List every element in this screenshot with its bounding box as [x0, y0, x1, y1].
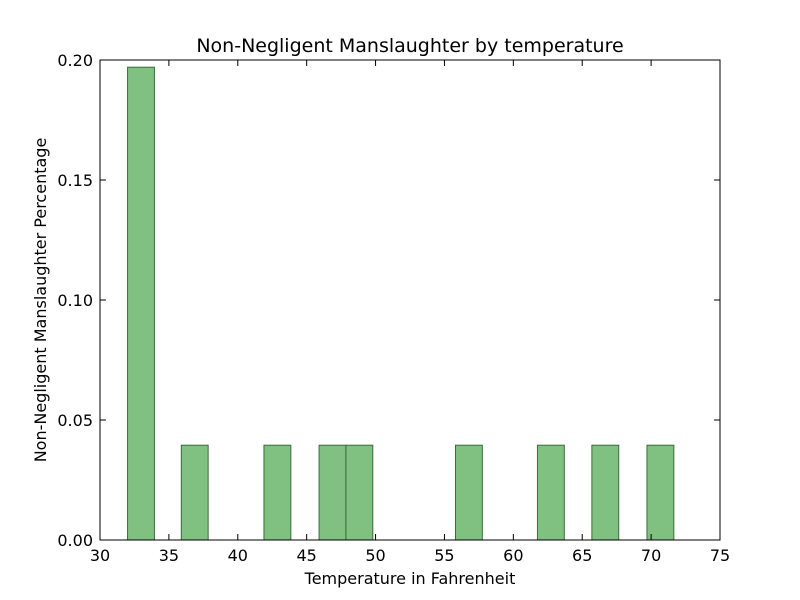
y-tick-label: 0.10	[57, 291, 93, 310]
bars-group	[127, 66, 675, 541]
y-tick-label: 0.20	[57, 51, 93, 70]
y-tick-label: 0.15	[57, 171, 93, 190]
x-tick-label: 35	[159, 546, 179, 565]
histogram-bar	[454, 444, 483, 541]
histogram-bar	[345, 444, 374, 541]
y-tick-label: 0.05	[57, 411, 93, 430]
chart-title: Non-Negligent Manslaughter by temperatur…	[196, 35, 623, 57]
histogram-bar	[591, 444, 620, 541]
x-tick-label: 30	[90, 546, 110, 565]
x-tick-label: 75	[710, 546, 730, 565]
x-tick-label: 70	[641, 546, 661, 565]
x-tick-label: 55	[434, 546, 454, 565]
x-tick-label: 50	[365, 546, 385, 565]
x-tick-label: 40	[228, 546, 248, 565]
ticks-group: 30 35 40 45 50 55 60 65 70 75 0.00 0.05 0.10 0.15 0.20	[57, 51, 730, 565]
histogram-bar	[646, 444, 675, 541]
histogram-bar	[263, 444, 292, 541]
x-tick-label: 65	[572, 546, 592, 565]
histogram-bar	[318, 444, 347, 541]
x-tick-label: 60	[503, 546, 523, 565]
y-axis-label: Non-Negligent Manslaughter Percentage	[31, 138, 50, 463]
histogram-bar	[180, 444, 209, 541]
x-tick-label: 45	[296, 546, 316, 565]
histogram-bar	[536, 444, 565, 541]
histogram-bar	[127, 66, 155, 541]
x-axis-label: Temperature in Fahrenheit	[304, 569, 516, 588]
y-tick-label: 0.00	[57, 531, 93, 550]
